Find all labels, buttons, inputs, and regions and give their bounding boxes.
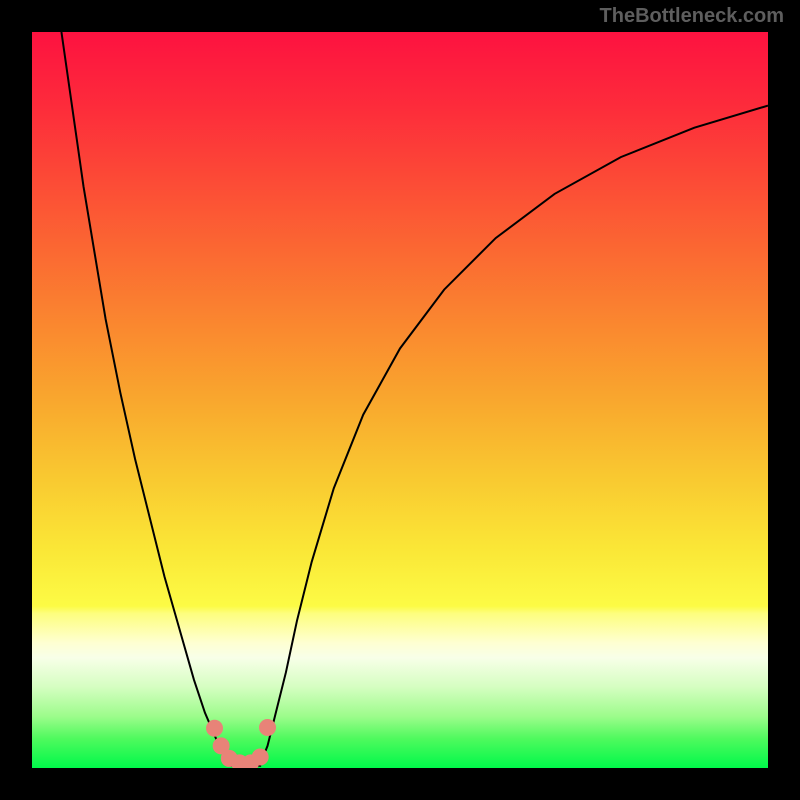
chart-container: TheBottleneck.com — [0, 0, 800, 800]
watermark-text: TheBottleneck.com — [600, 5, 784, 28]
plot-area — [32, 32, 768, 768]
marker-group — [207, 720, 276, 768]
marker-point — [207, 720, 223, 736]
marker-point — [252, 749, 268, 765]
chart-svg — [32, 32, 768, 768]
bottleneck-curve — [61, 32, 768, 766]
marker-point — [260, 720, 276, 736]
